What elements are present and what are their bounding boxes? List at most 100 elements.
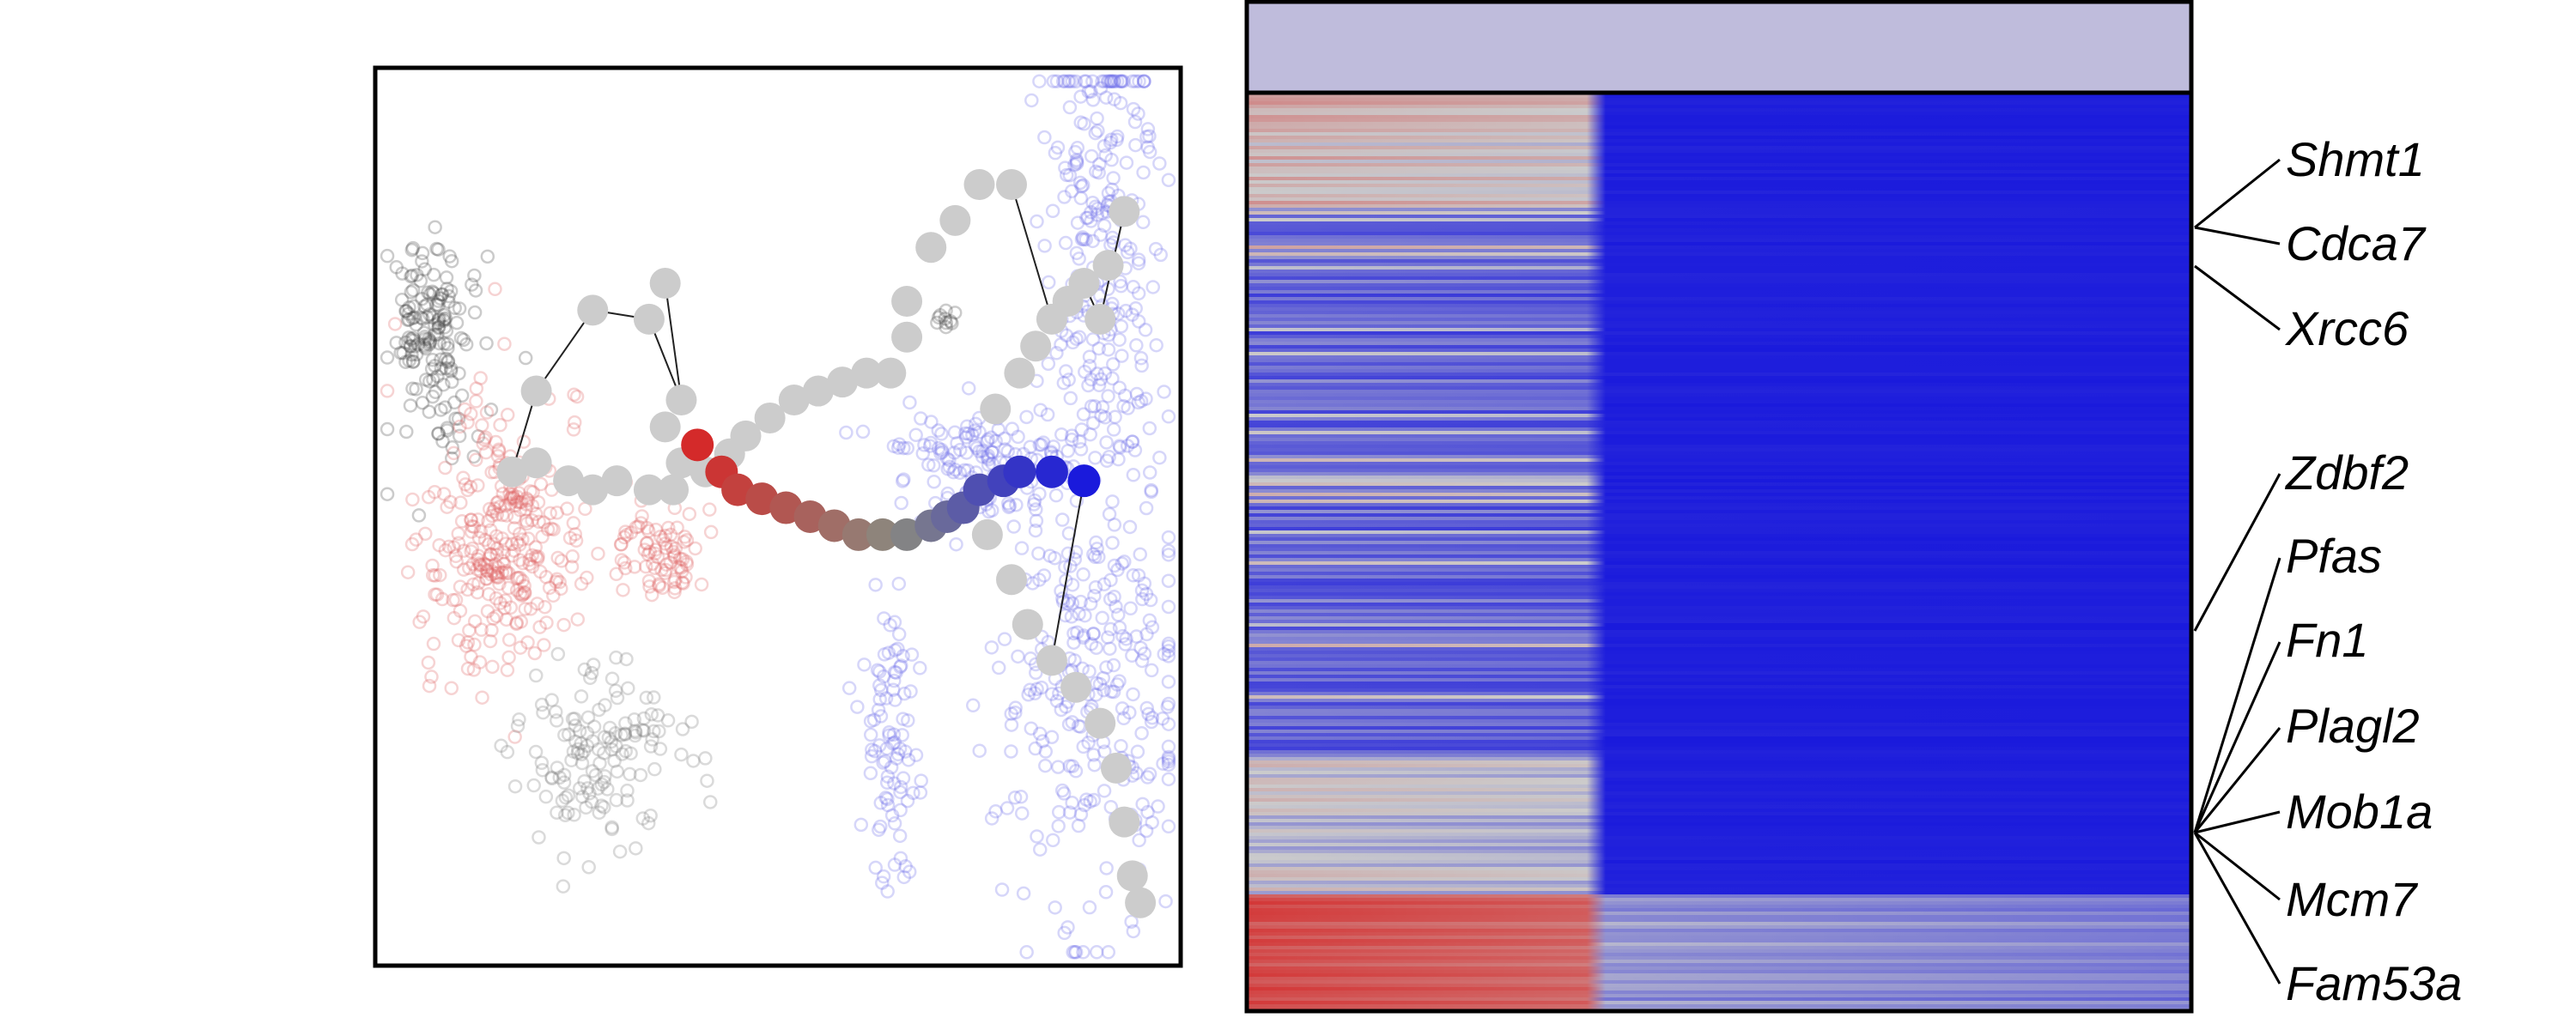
background-point bbox=[530, 551, 545, 566]
background-point bbox=[401, 330, 416, 345]
background-point bbox=[880, 791, 895, 807]
background-point bbox=[537, 638, 551, 652]
background-point bbox=[580, 725, 595, 741]
heatmap-row bbox=[1247, 977, 2191, 981]
background-point bbox=[447, 300, 462, 316]
background-point bbox=[877, 647, 892, 662]
background-point bbox=[428, 587, 442, 602]
heatmap-row bbox=[1247, 194, 2191, 198]
background-point bbox=[522, 556, 537, 572]
background-point bbox=[488, 557, 502, 572]
background-point bbox=[495, 554, 510, 568]
background-point bbox=[866, 712, 882, 727]
background-point bbox=[1114, 278, 1128, 294]
background-point bbox=[850, 700, 865, 714]
background-point bbox=[960, 419, 975, 433]
background-point bbox=[677, 535, 691, 549]
background-point bbox=[1061, 717, 1077, 732]
background-point bbox=[1081, 378, 1096, 393]
background-point bbox=[1044, 687, 1060, 701]
background-point bbox=[614, 553, 629, 567]
background-point bbox=[437, 336, 452, 351]
background-point bbox=[520, 493, 536, 508]
background-point bbox=[454, 388, 470, 403]
background-point bbox=[558, 790, 574, 805]
background-point bbox=[479, 336, 494, 351]
background-point bbox=[876, 755, 890, 770]
heatmap-row bbox=[1247, 160, 2191, 164]
background-point bbox=[470, 585, 485, 600]
background-point bbox=[1059, 700, 1073, 714]
heatmap-row bbox=[1247, 270, 2191, 274]
heatmap-row bbox=[1247, 273, 2191, 277]
background-point bbox=[532, 620, 547, 634]
background-point bbox=[1138, 323, 1153, 337]
background-point bbox=[1030, 214, 1044, 229]
heatmap-row bbox=[1247, 228, 2191, 233]
background-point bbox=[549, 705, 563, 719]
background-point bbox=[1097, 682, 1111, 698]
background-point bbox=[640, 536, 654, 550]
background-point bbox=[650, 708, 665, 723]
background-point bbox=[561, 727, 576, 742]
trajectory-node bbox=[778, 385, 810, 416]
background-point bbox=[1126, 468, 1141, 482]
background-point bbox=[678, 570, 693, 585]
background-point bbox=[892, 741, 908, 756]
gene-label-fam53a: Fam53a bbox=[2286, 956, 2462, 1010]
background-point bbox=[886, 439, 902, 454]
gene-label-connector bbox=[2193, 832, 2281, 985]
background-point bbox=[1097, 218, 1112, 233]
background-point bbox=[1067, 653, 1082, 668]
background-point bbox=[1042, 275, 1056, 290]
background-point bbox=[492, 576, 507, 591]
background-point bbox=[1118, 388, 1133, 403]
background-point bbox=[436, 487, 452, 501]
background-point bbox=[988, 804, 1003, 819]
background-point bbox=[479, 558, 495, 573]
heatmap-row bbox=[1247, 826, 2191, 830]
background-point bbox=[584, 794, 599, 809]
background-point bbox=[585, 734, 600, 748]
background-point bbox=[914, 411, 928, 426]
background-point bbox=[1031, 546, 1046, 561]
background-point bbox=[499, 563, 513, 579]
background-point bbox=[1073, 807, 1089, 822]
background-point bbox=[998, 442, 1012, 457]
heatmap-row bbox=[1247, 723, 2191, 727]
background-point bbox=[535, 762, 550, 778]
background-point bbox=[880, 797, 896, 813]
background-point bbox=[1074, 232, 1090, 247]
background-point bbox=[1086, 792, 1102, 808]
background-point bbox=[451, 526, 465, 542]
highlighted-path-node bbox=[1003, 455, 1036, 488]
background-point bbox=[865, 742, 879, 757]
background-point bbox=[1036, 435, 1051, 450]
background-point bbox=[526, 778, 541, 793]
background-point bbox=[888, 693, 902, 707]
background-point bbox=[1136, 74, 1151, 88]
heatmap-row bbox=[1247, 579, 2191, 583]
background-point bbox=[887, 735, 902, 750]
background-point bbox=[431, 242, 446, 257]
background-point bbox=[876, 669, 891, 684]
background-point bbox=[556, 775, 572, 790]
background-point bbox=[1090, 111, 1104, 126]
heatmap-row bbox=[1247, 585, 2191, 590]
heatmap-row bbox=[1247, 637, 2191, 641]
background-point bbox=[868, 860, 883, 876]
background-point bbox=[543, 506, 557, 521]
background-point bbox=[469, 381, 484, 396]
background-point bbox=[863, 714, 878, 729]
background-point bbox=[1051, 760, 1066, 774]
background-point bbox=[422, 335, 438, 350]
heatmap-row bbox=[1247, 218, 2191, 222]
heatmap-row bbox=[1247, 328, 2191, 332]
background-point bbox=[1144, 714, 1159, 730]
background-point bbox=[1103, 799, 1119, 815]
background-point bbox=[1161, 644, 1176, 658]
gene-label-shmt1: Shmt1 bbox=[2286, 132, 2425, 186]
background-point bbox=[634, 516, 648, 530]
background-point bbox=[425, 284, 440, 300]
heatmap-row bbox=[1247, 400, 2191, 404]
